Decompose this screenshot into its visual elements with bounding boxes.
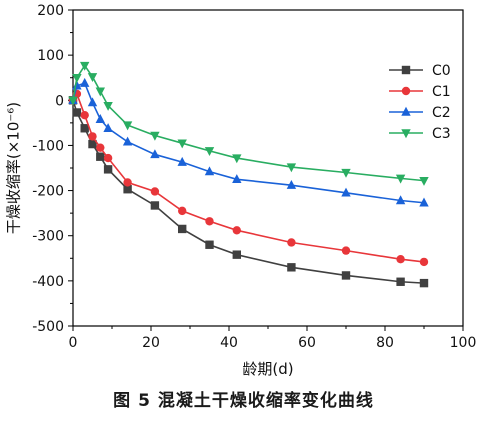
y-axis-label: 干燥收缩率(×10⁻⁶) [5, 102, 23, 234]
data-point-c1 [287, 238, 296, 247]
data-point-c1 [205, 217, 214, 226]
data-point-c1 [396, 254, 405, 264]
data-point-c3 [122, 121, 133, 131]
data-point-c1 [96, 143, 105, 152]
data-point-c1 [419, 257, 429, 267]
series-line-c1 [72, 92, 425, 263]
data-point-c0 [232, 250, 241, 259]
legend-label-c3: C3 [432, 126, 451, 142]
legend-label-c0: C0 [432, 63, 451, 79]
data-point-c0 [341, 271, 351, 280]
data-point-c0 [88, 139, 97, 149]
data-point-c3 [95, 87, 105, 97]
data-point-c1 [123, 178, 132, 187]
data-point-c2 [103, 123, 113, 132]
data-point-c0 [123, 185, 132, 194]
data-point-c1 [150, 187, 160, 196]
data-point-c3 [395, 174, 406, 184]
data-point-c1 [232, 226, 241, 235]
y-tick-label: 200 [37, 3, 64, 19]
shrinkage-chart: 0 20 40 60 80 100-500-400-300-200-1000100200 … [5, 3, 477, 378]
data-point-c3 [341, 168, 351, 178]
legend-item-c2: C2 [389, 105, 451, 121]
data-point-c2 [419, 197, 429, 207]
series-c3 [68, 61, 429, 186]
data-point-c1 [80, 110, 89, 120]
series-c1 [68, 89, 429, 267]
legend: C0 C1 C2 C3 [389, 63, 451, 142]
data-point-c2 [95, 114, 105, 123]
data-point-c0 [178, 224, 187, 234]
series-c0 [68, 96, 429, 288]
y-tick-label: 0 [55, 93, 64, 109]
y-tick-label: -300 [32, 229, 64, 245]
data-point-c3 [72, 74, 82, 83]
data-point-c2 [87, 97, 98, 107]
legend-item-c1: C1 [389, 84, 451, 100]
data-point-c0 [80, 124, 89, 133]
series-c2 [68, 77, 429, 207]
data-point-c2 [286, 179, 297, 189]
data-point-c3 [286, 163, 297, 173]
data-point-c3 [150, 131, 160, 141]
legend-marker-c0 [401, 65, 411, 75]
legend-item-c0: C0 [389, 63, 451, 79]
y-tick-label: -400 [32, 274, 64, 290]
x-tick-label: 60 [298, 335, 316, 351]
legend-label-c2: C2 [432, 105, 451, 121]
x-tick-label: 80 [376, 335, 394, 351]
figure-caption: 图 5 混凝土干燥收缩率变化曲线 [113, 391, 374, 411]
data-point-c0 [103, 165, 113, 174]
data-point-c0 [396, 277, 405, 286]
data-point-c0 [150, 201, 160, 210]
data-point-c1 [88, 132, 97, 141]
data-point-c3 [87, 73, 98, 83]
data-point-c3 [177, 139, 187, 149]
data-point-c0 [96, 152, 105, 161]
data-point-c0 [205, 240, 214, 249]
x-tick-label: 100 [450, 335, 477, 351]
data-point-c0 [287, 263, 296, 272]
data-point-c2 [232, 174, 242, 183]
data-point-c3 [419, 176, 429, 186]
data-point-c0 [419, 278, 429, 288]
legend-label-c1: C1 [432, 84, 451, 100]
legend-marker-c1 [401, 86, 411, 96]
data-point-c3 [232, 154, 242, 164]
x-tick-label: 0 [69, 335, 78, 351]
data-point-c2 [204, 166, 215, 176]
y-tick-label: -500 [32, 319, 64, 335]
data-point-c0 [72, 108, 82, 117]
data-point-c3 [80, 61, 90, 71]
data-point-c2 [80, 77, 90, 87]
data-point-c1 [341, 246, 351, 255]
data-point-c1 [178, 206, 187, 216]
data-point-c3 [204, 147, 215, 157]
legend-marker-c2 [401, 106, 411, 116]
axes: 0 20 40 60 80 100 -500 -400 -300 -200 -100 0 100 200 [32, 3, 476, 351]
x-tick-label: 20 [142, 335, 160, 351]
data-point-c3 [68, 96, 78, 106]
data-point-c2 [150, 149, 160, 159]
series-layer [68, 61, 429, 288]
legend-item-c3: C3 [389, 126, 451, 142]
data-point-c3 [103, 102, 113, 111]
x-axis-label: 龄期(d) [242, 360, 293, 378]
y-tick-label: -200 [32, 184, 64, 200]
data-point-c2 [122, 136, 133, 146]
x-tick-label: 40 [220, 335, 238, 351]
data-point-c1 [103, 153, 113, 163]
y-tick-label: 100 [37, 48, 64, 64]
data-point-c2 [395, 195, 406, 205]
data-point-c2 [341, 187, 351, 197]
data-point-c2 [177, 156, 187, 166]
y-tick-label: -100 [32, 138, 64, 154]
legend-marker-c3 [401, 129, 411, 139]
